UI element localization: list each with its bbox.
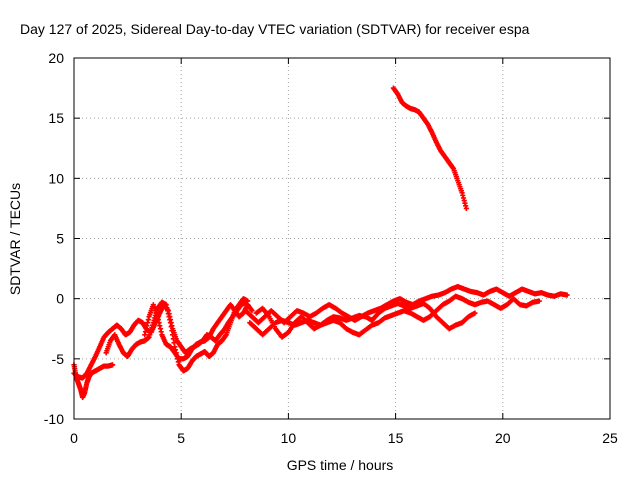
y-tick-label: -10 [44,411,64,427]
y-tick-label: 15 [48,110,64,126]
y-tick-label: 20 [48,50,64,66]
x-tick-label: 20 [495,430,511,446]
data-point [564,292,570,298]
series-track-7 [253,300,478,340]
series-track-4 [142,302,255,362]
y-tick-label: -5 [52,351,65,367]
axis-ticks: 0 5 10 15 20 25 -10 -5 0 5 10 15 20 [44,50,618,446]
x-tick-label: 10 [281,430,297,446]
x-tick-label: 15 [388,430,404,446]
grid-lines [74,58,610,419]
series-track-1 [71,362,116,400]
data-point [109,362,116,368]
y-tick-label: 5 [56,231,64,247]
y-axis-label: SDTVAR / TECUs [7,183,23,295]
series-track-8 [390,85,469,212]
x-tick-label: 5 [177,430,185,446]
x-tick-label: 25 [602,430,618,446]
data-marks [71,85,570,400]
series-track-3 [103,296,251,374]
data-point [472,310,478,316]
x-tick-label: 0 [70,430,78,446]
chart-title: Day 127 of 2025, Sidereal Day-to-day VTE… [20,21,530,37]
data-point [249,308,255,314]
y-tick-label: 0 [56,291,64,307]
x-axis-label: GPS time / hours [287,457,394,473]
data-point [463,205,469,212]
data-point [536,298,542,304]
y-tick-label: 10 [48,170,64,186]
